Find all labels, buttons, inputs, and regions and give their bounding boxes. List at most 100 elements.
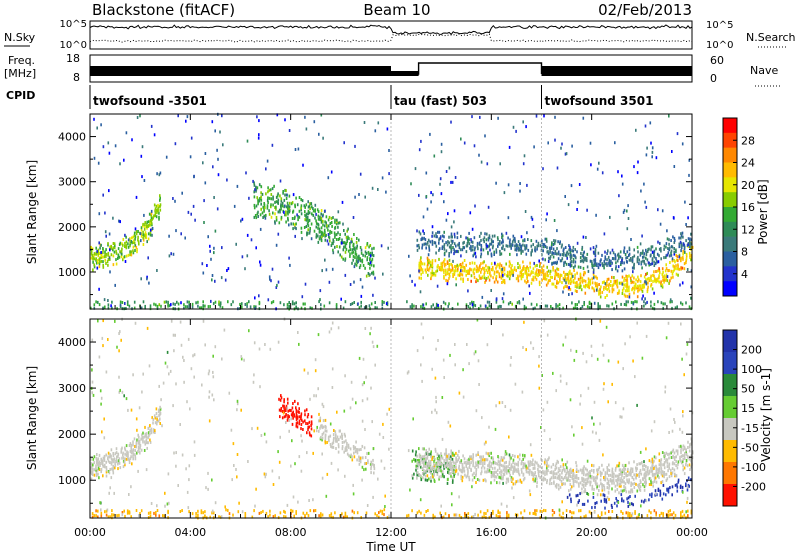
scatter-cell (466, 242, 469, 245)
ground-cell (335, 304, 338, 308)
scatter-cell (366, 256, 369, 260)
scatter-cell (656, 260, 659, 264)
scatter-cell (361, 444, 364, 448)
ground-cell (318, 514, 320, 518)
scatter-cell (531, 463, 533, 466)
scatter-cell (691, 245, 694, 249)
noise-cell (331, 267, 334, 271)
scatter-cell (675, 264, 677, 268)
scatter-cell (443, 260, 445, 264)
scatter-cell (132, 443, 134, 447)
scatter-cell (275, 200, 278, 204)
scatter-cell (655, 280, 657, 284)
scatter-cell (495, 250, 498, 254)
noise-cell (288, 223, 290, 227)
scatter-cell (501, 458, 504, 462)
scatter-cell (506, 270, 509, 274)
scatter-cell (325, 429, 328, 433)
scatter-cell (359, 264, 362, 268)
scatter-cell (287, 209, 289, 213)
scatter-cell (643, 252, 645, 256)
scatter-cell (370, 460, 372, 464)
scatter-cell (559, 485, 562, 489)
ground-cell (160, 304, 162, 308)
scatter-cell (320, 216, 323, 220)
noise-cell (434, 408, 436, 412)
scatter-cell (115, 447, 118, 451)
scatter-cell (103, 458, 106, 462)
scatter-cell (465, 250, 468, 254)
scatter-cell (623, 279, 625, 283)
scatter-cell (523, 238, 526, 242)
noise-cell (546, 400, 549, 404)
scatter-cell (107, 459, 110, 463)
scatter-cell (661, 474, 664, 478)
scatter-cell (536, 264, 538, 267)
noise-cell (486, 244, 488, 248)
scatter-cell (346, 445, 348, 449)
noise-cell (645, 205, 648, 209)
noise-cell (98, 212, 101, 216)
scatter-cell (668, 242, 670, 246)
ground-cell (620, 302, 622, 306)
scatter-cell (317, 214, 320, 218)
scatter-cell (642, 283, 644, 287)
scatter-cell (270, 197, 273, 201)
scatter-cell (534, 264, 537, 268)
noise-cell (422, 336, 424, 340)
scatter-cell (581, 468, 584, 472)
noise-cell (625, 260, 628, 263)
ground-cell (104, 305, 106, 309)
scatter-cell (494, 461, 496, 465)
scatter-cell (153, 203, 156, 207)
scatter-cell (441, 456, 444, 460)
scatter-cell (633, 291, 635, 295)
scatter-cell (609, 478, 612, 481)
ground-cell (241, 305, 243, 309)
scatter-cell (145, 225, 148, 228)
scatter-cell (530, 244, 533, 248)
scatter-cell (349, 245, 351, 249)
scatter-cell (590, 468, 593, 472)
scatter-cell (650, 276, 652, 280)
scatter-cell (430, 471, 432, 475)
scatter-cell (466, 236, 469, 240)
scatter-cell (285, 413, 287, 416)
scatter-cell (152, 421, 154, 425)
scatter-cell (525, 252, 528, 256)
noise-cell (686, 268, 689, 271)
ground-cell (655, 511, 657, 515)
noise-cell (108, 189, 110, 193)
scatter-cell (450, 449, 452, 453)
scatter-cell (618, 476, 620, 480)
scatter-cell (511, 268, 513, 272)
scatter-cell (563, 270, 565, 274)
scatter-cell (473, 272, 475, 276)
scatter-cell (495, 266, 497, 270)
scatter-cell (612, 475, 615, 479)
scatter-cell (488, 462, 490, 466)
scatter-cell (647, 281, 649, 285)
scatter-cell (465, 461, 467, 464)
scatter-cell (488, 278, 491, 282)
scatter-cell (129, 244, 131, 248)
scatter-cell (455, 461, 457, 465)
scatter-cell (422, 471, 424, 475)
scatter-cell (90, 462, 93, 466)
scatter-cell (622, 499, 625, 503)
scatter-cell (611, 268, 613, 272)
scatter-cell (608, 263, 611, 267)
noise-cell (121, 390, 124, 394)
ground-cell (669, 513, 671, 517)
scatter-cell (453, 272, 456, 276)
scatter-cell (634, 282, 637, 286)
scatter-cell (310, 415, 313, 419)
scatter-cell (137, 235, 139, 239)
scatter-cell (307, 212, 309, 216)
scatter-cell (527, 267, 529, 270)
ground-cell (181, 509, 183, 512)
scatter-cell (682, 235, 684, 239)
scatter-cell (344, 257, 347, 261)
ground-cell (202, 511, 204, 515)
scatter-cell (633, 262, 635, 266)
